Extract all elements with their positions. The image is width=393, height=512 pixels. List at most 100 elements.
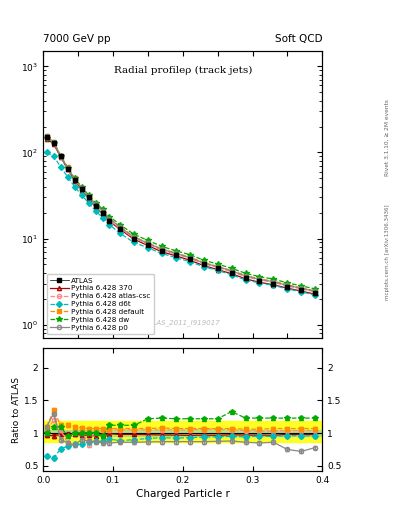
Line: Pythia 6.428 370: Pythia 6.428 370 xyxy=(45,137,318,296)
Pythia 6.428 d6t xyxy=(65,174,70,180)
Pythia 6.428 atlas-csc xyxy=(100,209,105,216)
Pythia 6.428 370 xyxy=(145,242,150,248)
Pythia 6.428 default xyxy=(79,184,84,190)
Text: ATLAS_2011_I919017: ATLAS_2011_I919017 xyxy=(145,319,220,327)
Pythia 6.428 dw xyxy=(201,257,206,263)
Pythia 6.428 p0 xyxy=(271,279,276,285)
Pythia 6.428 default xyxy=(187,254,192,260)
Pythia 6.428 atlas-csc xyxy=(58,154,63,160)
Pythia 6.428 d6t xyxy=(299,289,304,295)
Pythia 6.428 atlas-csc xyxy=(229,269,234,275)
Pythia 6.428 dw xyxy=(132,231,136,238)
Pythia 6.428 atlas-csc xyxy=(51,140,56,146)
Pythia 6.428 p0 xyxy=(145,240,150,246)
Pythia 6.428 p0 xyxy=(313,288,318,294)
Pythia 6.428 d6t xyxy=(257,280,262,286)
Line: Pythia 6.428 d6t: Pythia 6.428 d6t xyxy=(45,151,318,297)
Pythia 6.428 default xyxy=(86,193,91,199)
Legend: ATLAS, Pythia 6.428 370, Pythia 6.428 atlas-csc, Pythia 6.428 d6t, Pythia 6.428 : ATLAS, Pythia 6.428 370, Pythia 6.428 at… xyxy=(47,274,154,334)
Pythia 6.428 d6t xyxy=(201,264,206,270)
Y-axis label: Ratio to ATLAS: Ratio to ATLAS xyxy=(12,377,21,442)
Pythia 6.428 dw xyxy=(58,153,63,159)
Pythia 6.428 370 xyxy=(79,186,84,193)
Pythia 6.428 dw xyxy=(285,280,290,286)
Pythia 6.428 dw xyxy=(299,283,304,289)
Pythia 6.428 dw xyxy=(51,140,56,146)
Pythia 6.428 d6t xyxy=(86,200,91,206)
Pythia 6.428 d6t xyxy=(107,222,112,228)
Pythia 6.428 default xyxy=(201,260,206,266)
Pythia 6.428 default xyxy=(72,175,77,181)
Pythia 6.428 default xyxy=(285,282,290,288)
Pythia 6.428 p0 xyxy=(160,246,164,252)
Pythia 6.428 p0 xyxy=(44,133,49,139)
Pythia 6.428 370 xyxy=(118,226,122,232)
Pythia 6.428 default xyxy=(44,133,49,139)
Pythia 6.428 default xyxy=(145,240,150,246)
Pythia 6.428 dw xyxy=(187,251,192,258)
Pythia 6.428 default xyxy=(65,164,70,170)
Pythia 6.428 p0 xyxy=(201,260,206,266)
Pythia 6.428 370 xyxy=(86,196,91,202)
Pythia 6.428 atlas-csc xyxy=(243,273,248,280)
Pythia 6.428 d6t xyxy=(313,292,318,298)
Pythia 6.428 default xyxy=(132,233,136,240)
Pythia 6.428 370 xyxy=(243,276,248,282)
Pythia 6.428 370 xyxy=(51,141,56,147)
Pythia 6.428 dw xyxy=(107,214,112,220)
Pythia 6.428 atlas-csc xyxy=(299,286,304,292)
Pythia 6.428 d6t xyxy=(100,215,105,221)
Pythia 6.428 default xyxy=(271,278,276,284)
Pythia 6.428 370 xyxy=(160,249,164,255)
Pythia 6.428 dw xyxy=(44,135,49,141)
Pythia 6.428 p0 xyxy=(173,250,178,257)
Pythia 6.428 370 xyxy=(173,253,178,259)
Pythia 6.428 370 xyxy=(313,291,318,297)
Pythia 6.428 default xyxy=(215,263,220,269)
Pythia 6.428 dw xyxy=(243,270,248,276)
Pythia 6.428 default xyxy=(313,288,318,294)
Pythia 6.428 d6t xyxy=(132,240,136,246)
Pythia 6.428 d6t xyxy=(118,230,122,237)
Pythia 6.428 d6t xyxy=(229,271,234,278)
Line: Pythia 6.428 dw: Pythia 6.428 dw xyxy=(44,135,318,292)
Pythia 6.428 p0 xyxy=(132,234,136,240)
Pythia 6.428 d6t xyxy=(93,208,98,214)
Pythia 6.428 p0 xyxy=(285,282,290,288)
Text: Radial profileρ (track jets): Radial profileρ (track jets) xyxy=(114,66,252,75)
Pythia 6.428 atlas-csc xyxy=(132,235,136,241)
X-axis label: Charged Particle r: Charged Particle r xyxy=(136,489,230,499)
Pythia 6.428 atlas-csc xyxy=(285,283,290,289)
Pythia 6.428 dw xyxy=(86,192,91,198)
Pythia 6.428 370 xyxy=(132,236,136,242)
Pythia 6.428 dw xyxy=(65,165,70,171)
Pythia 6.428 atlas-csc xyxy=(187,255,192,261)
Text: 7000 GeV pp: 7000 GeV pp xyxy=(43,33,111,44)
Pythia 6.428 p0 xyxy=(299,285,304,291)
Pythia 6.428 p0 xyxy=(257,276,262,283)
Pythia 6.428 370 xyxy=(215,267,220,273)
Pythia 6.428 atlas-csc xyxy=(72,177,77,183)
Pythia 6.428 atlas-csc xyxy=(44,135,49,141)
Text: mcplots.cern.ch [arXiv:1306.3436]: mcplots.cern.ch [arXiv:1306.3436] xyxy=(385,204,389,300)
Pythia 6.428 p0 xyxy=(72,176,77,182)
Pythia 6.428 p0 xyxy=(93,201,98,207)
Pythia 6.428 370 xyxy=(107,218,112,224)
Pythia 6.428 p0 xyxy=(65,165,70,171)
Pythia 6.428 default xyxy=(58,153,63,159)
Pythia 6.428 370 xyxy=(65,166,70,172)
Line: Pythia 6.428 p0: Pythia 6.428 p0 xyxy=(45,134,318,293)
Text: Soft QCD: Soft QCD xyxy=(275,33,322,44)
Pythia 6.428 dw xyxy=(79,184,84,190)
Pythia 6.428 p0 xyxy=(187,254,192,261)
Pythia 6.428 dw xyxy=(100,206,105,212)
Pythia 6.428 370 xyxy=(201,263,206,269)
Pythia 6.428 d6t xyxy=(215,267,220,273)
Pythia 6.428 d6t xyxy=(79,192,84,198)
Pythia 6.428 d6t xyxy=(285,286,290,292)
Pythia 6.428 p0 xyxy=(79,184,84,190)
Pythia 6.428 atlas-csc xyxy=(271,279,276,285)
Pythia 6.428 370 xyxy=(72,178,77,184)
Pythia 6.428 atlas-csc xyxy=(79,185,84,191)
Pythia 6.428 d6t xyxy=(58,164,63,170)
